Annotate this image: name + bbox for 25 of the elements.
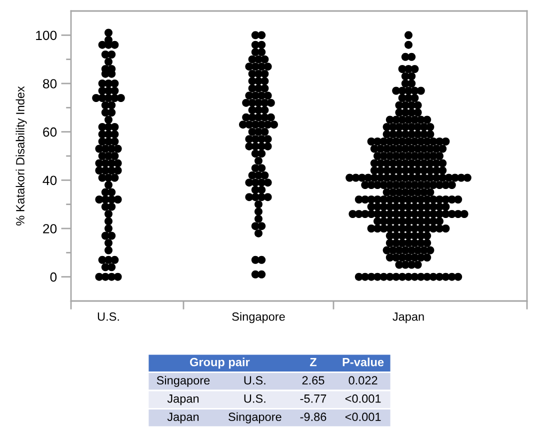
category-label: Group pair: [190, 358, 250, 369]
text: U.S.: [244, 376, 266, 385]
text: Japan: [167, 394, 199, 406]
text: <0.001: [345, 394, 381, 403]
text: Singapore: [156, 376, 210, 387]
text: 2.65: [302, 376, 324, 385]
text: U.S.: [244, 394, 266, 403]
y-tick-label: 40: [42, 176, 57, 186]
x-tick-label: U.S.: [98, 312, 119, 321]
y-tick-label: 100: [36, 30, 57, 40]
category-label: Z: [310, 358, 317, 366]
y-axis-title: % Katakori Disability Index: [16, 86, 27, 226]
text: -5.77: [300, 394, 326, 403]
category-label: P-value: [342, 358, 384, 366]
x-tick-label: Singapore: [232, 312, 285, 324]
text: 0.022: [348, 376, 378, 385]
text: <0.001: [345, 412, 381, 422]
y-tick-label: 20: [43, 224, 57, 234]
text: Singapore: [228, 412, 282, 424]
y-tick-label: 80: [43, 79, 57, 88]
y-tick-label: 60: [43, 127, 57, 137]
x-tick-label: Japan: [392, 312, 424, 324]
text: Japan: [167, 412, 199, 424]
y-tick-label: 0: [50, 272, 57, 282]
text: -9.86: [300, 412, 326, 422]
